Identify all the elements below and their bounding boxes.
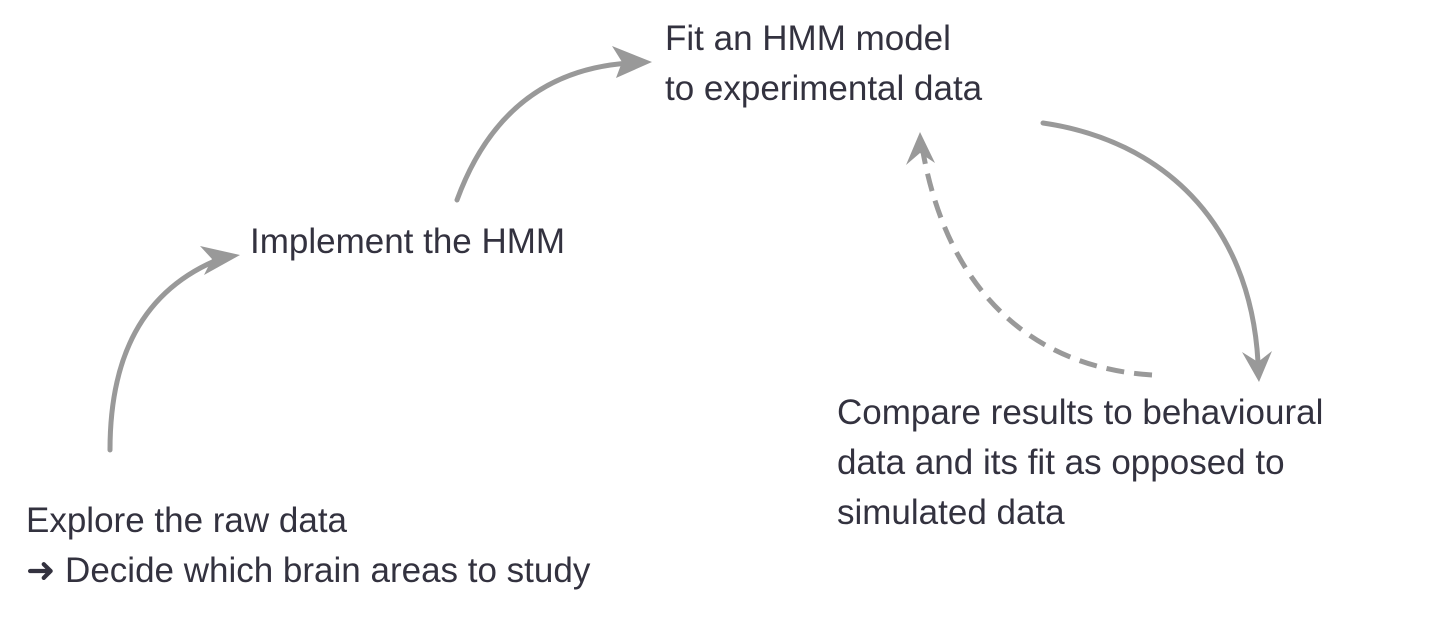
arrow-implement-to-fit bbox=[454, 60, 633, 203]
arrow-compare-to-fit bbox=[920, 151, 1153, 378]
step-implement: Implement the HMM bbox=[250, 217, 565, 267]
step-compare-line-1: Compare results to behavioural bbox=[837, 393, 1324, 432]
arrow-fit-to-compare-head bbox=[1242, 351, 1272, 382]
step-explore-line-2: ➜ Decide which brain areas to study bbox=[26, 551, 591, 590]
step-implement-line-1: Implement the HMM bbox=[250, 222, 566, 261]
arrow-fit-to-compare bbox=[1040, 120, 1261, 365]
arrow-compare-to-fit-head bbox=[906, 132, 935, 165]
step-fit-line-2: to experimental data bbox=[665, 69, 983, 108]
step-fit-line-1: Fit an HMM model bbox=[665, 19, 951, 58]
step-explore-line-1: Explore the raw data bbox=[26, 501, 348, 540]
arrow-explore-to-implement-head bbox=[200, 246, 240, 275]
step-compare-line-2: data and its fit as opposed to bbox=[837, 443, 1285, 482]
step-compare: Compare results to behavioural data and … bbox=[837, 388, 1323, 538]
arrow-implement-to-fit-head bbox=[612, 46, 652, 78]
step-explore: Explore the raw data ➜ Decide which brai… bbox=[26, 496, 590, 596]
arrow-explore-to-implement bbox=[107, 255, 225, 453]
step-fit: Fit an HMM model to experimental data bbox=[665, 14, 982, 114]
step-compare-line-3: simulated data bbox=[837, 493, 1065, 532]
